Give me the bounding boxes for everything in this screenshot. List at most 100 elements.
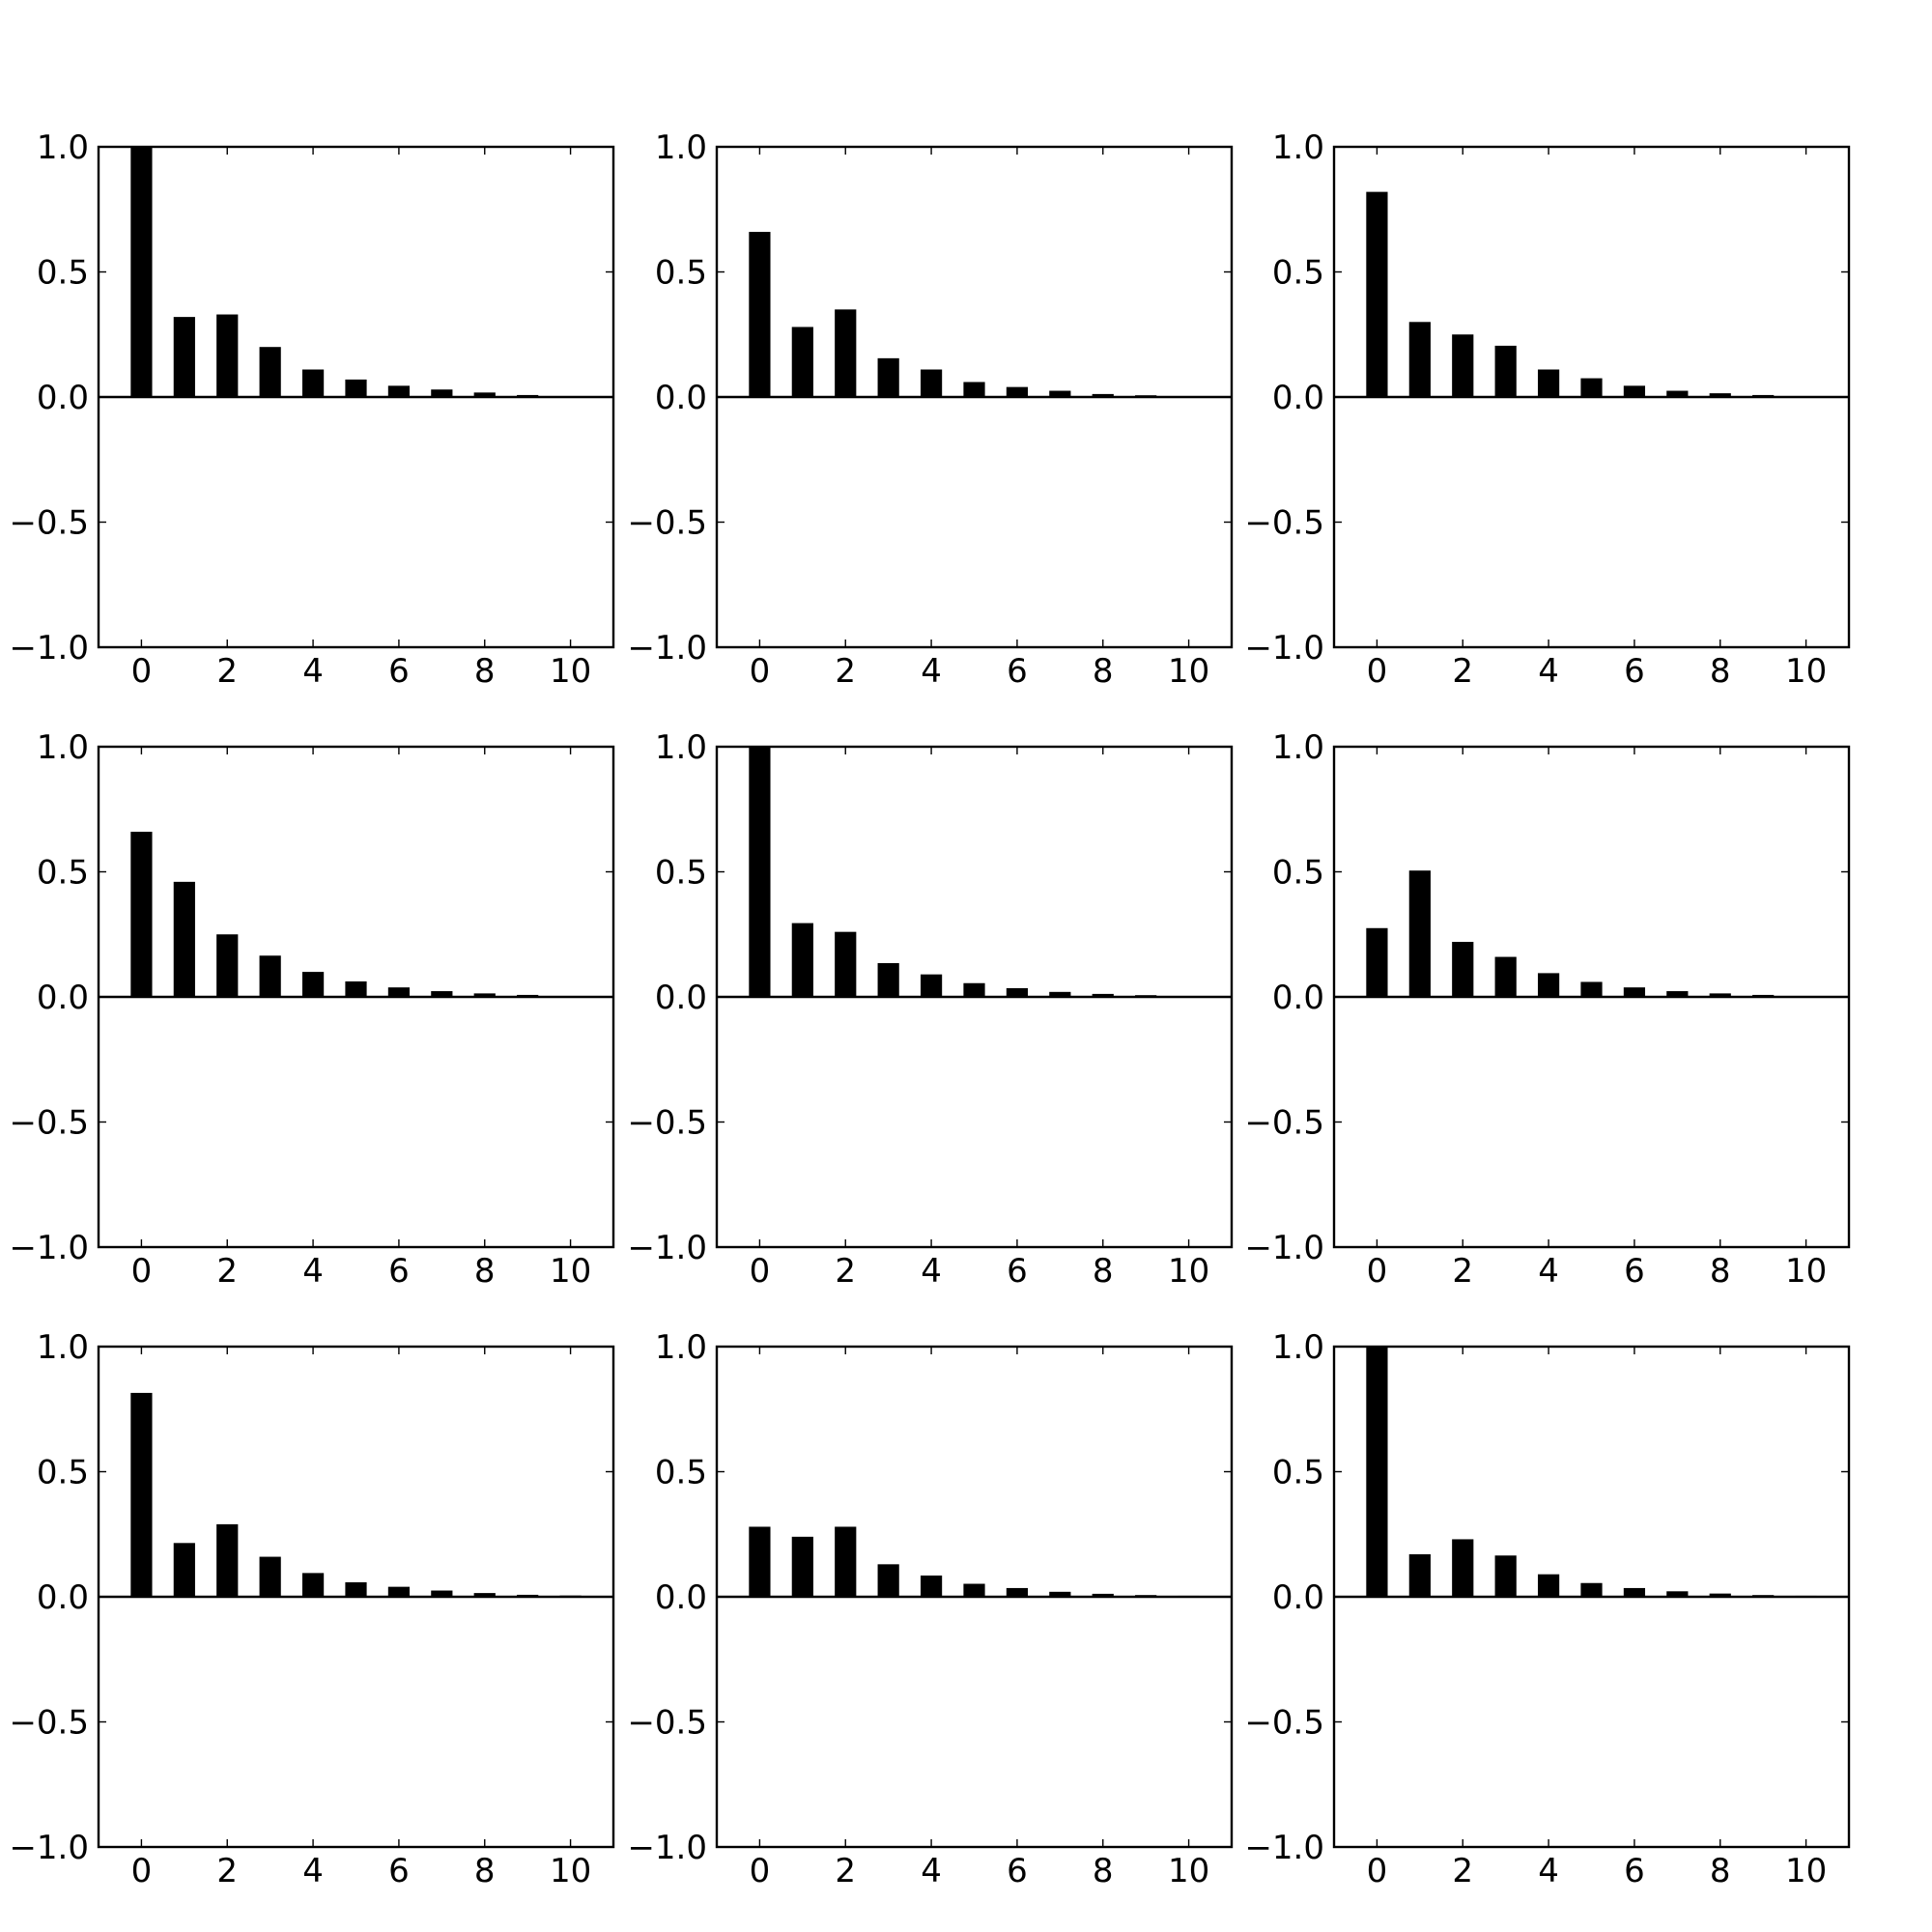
bar-lag-7 (431, 1590, 453, 1597)
y-tick-label: 0.5 (655, 254, 707, 293)
y-tick-label: −0.5 (627, 504, 707, 543)
x-tick-label: 8 (1093, 1252, 1114, 1291)
bar-lag-0 (1366, 1347, 1388, 1597)
bar-lag-2 (835, 931, 857, 997)
bar-lag-1 (791, 327, 813, 397)
bar-lag-5 (1580, 1582, 1603, 1597)
bar-lag-6 (1623, 987, 1646, 997)
x-tick-label: 0 (750, 1852, 771, 1890)
x-tick-label: 10 (1168, 1852, 1209, 1890)
x-tick-label: 8 (474, 652, 496, 691)
bar-lag-2 (216, 1523, 239, 1597)
bar-lag-1 (173, 317, 195, 397)
bar-lag-5 (1580, 981, 1603, 997)
bar-lag-4 (301, 369, 325, 397)
y-tick-label: 0.5 (37, 1454, 89, 1492)
bar-lag-8 (473, 1593, 496, 1597)
y-tick-label: −1.0 (1244, 629, 1324, 668)
bar-lag-2 (1452, 1539, 1474, 1597)
bar-lag-2 (835, 1526, 857, 1597)
bar-lag-3 (259, 955, 281, 997)
bar-lag-4 (1537, 369, 1560, 397)
bar-lag-6 (1006, 987, 1029, 997)
y-tick-label: 0.0 (655, 379, 707, 417)
x-tick-label: 10 (1785, 652, 1827, 691)
axes-frame (1332, 745, 1851, 1249)
bar-lag-5 (963, 382, 985, 397)
x-tick-label: 6 (388, 1852, 410, 1890)
x-tick-label: 6 (388, 652, 410, 691)
x-tick-label: 4 (302, 1852, 324, 1890)
y-tick-label: 1.0 (1272, 728, 1324, 767)
bar-lag-4 (301, 972, 325, 997)
bar-lag-7 (1666, 991, 1689, 997)
bar-lag-3 (1494, 345, 1517, 397)
bar-lag-2 (1452, 942, 1474, 997)
x-tick-label: 0 (750, 1252, 771, 1291)
bar-lag-0 (749, 1526, 771, 1597)
bar-lag-7 (1049, 991, 1071, 997)
y-tick-label: −0.5 (9, 504, 89, 543)
y-tick-label: −1.0 (9, 1229, 89, 1267)
subplot-6: 1.0 0.5 0.0 −0.5 −1.0 0 2 4 6 8 10 (1244, 728, 1851, 1291)
y-tick-label: 0.5 (1272, 854, 1324, 893)
x-tick-label: 8 (1093, 1852, 1114, 1890)
bar-lag-0 (749, 232, 771, 397)
bar-lag-1 (1408, 322, 1431, 397)
bar-lag-0 (130, 147, 153, 397)
x-tick-label: 2 (1452, 652, 1473, 691)
x-tick-label: 8 (1710, 652, 1731, 691)
x-tick-label: 2 (835, 1252, 856, 1291)
bar-lag-0 (1366, 191, 1388, 397)
bar-lag-8 (1709, 393, 1731, 397)
x-tick-label: 10 (550, 652, 591, 691)
bar-lag-3 (877, 1564, 899, 1597)
subplot-5: 1.0 0.5 0.0 −0.5 −1.0 0 2 4 6 8 10 (627, 728, 1234, 1291)
x-tick-label: 4 (921, 1852, 942, 1890)
y-tick-label: 0.0 (37, 979, 89, 1017)
y-tick-label: 0.0 (655, 979, 707, 1017)
bar-lag-8 (1709, 1593, 1731, 1597)
x-tick-label: 6 (388, 1252, 410, 1291)
subplot-9: 1.0 0.5 0.0 −0.5 −1.0 0 2 4 6 8 10 (1244, 1328, 1851, 1890)
bar-lag-6 (387, 1586, 411, 1597)
x-tick-label: 2 (216, 1252, 238, 1291)
bar-lag-8 (473, 993, 496, 997)
x-tick-label: 10 (1168, 652, 1209, 691)
subplot-7: 1.0 0.5 0.0 −0.5 −1.0 0 2 4 6 8 10 (9, 1328, 615, 1890)
bar-lag-7 (1049, 390, 1071, 397)
x-tick-label: 8 (1093, 652, 1114, 691)
y-tick-label: 0.0 (1272, 1578, 1324, 1617)
y-tick-label: −1.0 (627, 1229, 707, 1267)
x-tick-label: 4 (1538, 1252, 1559, 1291)
bar-lag-5 (345, 980, 367, 997)
y-tick-label: 1.0 (1272, 1328, 1324, 1367)
y-tick-label: −0.5 (627, 1104, 707, 1143)
bar-lag-1 (791, 1536, 813, 1597)
bar-lag-3 (259, 1556, 281, 1597)
x-tick-label: 4 (1538, 652, 1559, 691)
subplot-4: 1.0 0.5 0.0 −0.5 −1.0 0 2 4 6 8 10 (9, 728, 615, 1291)
x-tick-label: 10 (550, 1252, 591, 1291)
y-tick-label: 0.5 (655, 1454, 707, 1492)
bar-lag-7 (431, 389, 453, 397)
x-tick-label: 8 (474, 1252, 496, 1291)
bar-lag-0 (130, 1392, 153, 1597)
axes-frame (1332, 1345, 1851, 1849)
y-tick-label: −0.5 (1244, 1704, 1324, 1743)
bar-lag-6 (387, 987, 411, 997)
bar-lag-0 (749, 747, 771, 997)
bar-lag-8 (473, 392, 496, 397)
y-tick-label: 1.0 (37, 128, 89, 167)
y-tick-label: 0.5 (1272, 1454, 1324, 1492)
bar-lag-3 (1494, 956, 1517, 997)
y-tick-label: 0.0 (1272, 379, 1324, 417)
x-tick-label: 4 (302, 652, 324, 691)
y-tick-label: −0.5 (1244, 1104, 1324, 1143)
bar-lag-4 (920, 974, 943, 997)
x-tick-label: 8 (1710, 1252, 1731, 1291)
bar-lag-3 (1494, 1555, 1517, 1597)
bar-lag-6 (1006, 1587, 1029, 1597)
x-tick-label: 0 (1367, 1852, 1388, 1890)
bar-lag-3 (259, 347, 281, 397)
